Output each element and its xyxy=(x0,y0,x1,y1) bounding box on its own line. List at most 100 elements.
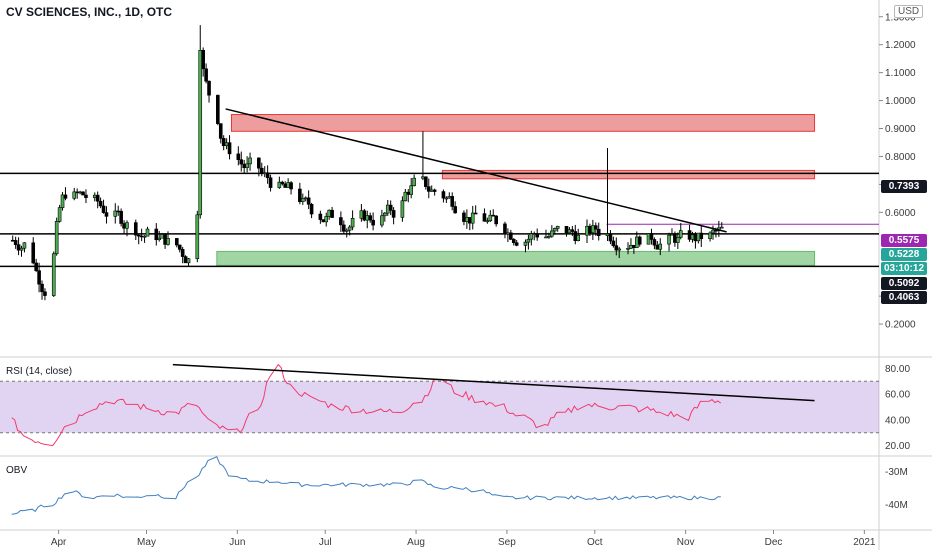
candle-body xyxy=(236,153,241,160)
candle-body xyxy=(670,233,674,236)
candle-body xyxy=(596,228,601,237)
candle-body xyxy=(22,242,27,249)
candle-body xyxy=(154,228,159,241)
candle-body xyxy=(75,191,79,194)
candle-body xyxy=(526,238,531,243)
candle-body xyxy=(523,241,528,246)
candle-body xyxy=(92,194,97,198)
candle-body xyxy=(177,244,182,250)
candle-body xyxy=(652,239,657,246)
candle-body xyxy=(488,214,493,222)
candle-body xyxy=(441,191,446,199)
candle-body xyxy=(306,197,311,205)
candle-body xyxy=(19,247,24,251)
candle-body xyxy=(95,194,100,202)
candle-body xyxy=(444,197,449,200)
time-axis-label: Jun xyxy=(229,537,245,548)
candle-body xyxy=(673,233,677,243)
candle-body xyxy=(116,210,120,213)
rsi-label: RSI (14, close) xyxy=(6,366,73,377)
candle-body xyxy=(321,219,326,223)
candle-body xyxy=(605,233,610,237)
candle-body xyxy=(57,207,62,222)
candle-body xyxy=(535,233,539,238)
candle-body xyxy=(221,138,226,147)
price-tag-last: 0.5228 xyxy=(881,248,927,261)
candle-body xyxy=(635,236,639,248)
candle-body xyxy=(473,212,478,215)
candle-body xyxy=(555,226,560,229)
candle-body xyxy=(265,172,270,179)
candle-body xyxy=(318,213,323,220)
candle-body xyxy=(693,234,698,242)
candle-body xyxy=(347,226,352,231)
candle-body xyxy=(567,229,572,234)
candle-body xyxy=(503,223,507,235)
candle-body xyxy=(462,212,466,222)
candle-body xyxy=(350,218,355,228)
candle-body xyxy=(242,163,246,169)
candle-body xyxy=(84,194,88,198)
candle-body xyxy=(514,242,519,246)
candle-body xyxy=(637,236,642,245)
candle-body xyxy=(687,230,692,240)
price-axis-label: 0.2000 xyxy=(885,320,916,331)
candle-body xyxy=(163,234,167,245)
candle-body xyxy=(368,215,372,221)
candle-body xyxy=(180,249,185,257)
candle-body xyxy=(482,213,487,222)
candle-body xyxy=(43,291,47,296)
candle-body xyxy=(564,226,569,234)
candle-body xyxy=(157,237,162,241)
candle-body xyxy=(547,235,551,238)
candle-body xyxy=(614,245,619,251)
candle-body xyxy=(186,258,191,264)
candle-body xyxy=(509,232,513,240)
price-tag-low: 0.4063 xyxy=(881,291,927,304)
candle-body xyxy=(714,229,718,232)
candle-body xyxy=(467,217,472,224)
time-axis-label: Jul xyxy=(319,537,332,548)
candle-body xyxy=(552,228,557,232)
candle-body xyxy=(388,204,393,211)
obv-line xyxy=(11,456,721,515)
candle-body xyxy=(391,210,396,218)
candle-body xyxy=(617,248,622,251)
candle-body xyxy=(81,191,85,196)
time-axis-label: Apr xyxy=(51,537,67,548)
price-axis-label: 0.8000 xyxy=(885,152,916,163)
obv-axis-label: -40M xyxy=(885,500,908,511)
candle-body xyxy=(570,229,575,232)
candle-body xyxy=(611,240,616,246)
candle-body xyxy=(262,172,267,175)
candle-body xyxy=(529,233,534,240)
rsi-axis-label: 60.00 xyxy=(885,390,910,401)
price-axis-label: 0.6000 xyxy=(885,208,916,219)
candle-body xyxy=(491,214,496,217)
candle-body xyxy=(283,183,288,188)
candle-body xyxy=(51,253,56,296)
time-axis-label: Oct xyxy=(587,537,603,548)
candle-body xyxy=(327,209,331,217)
candle-body xyxy=(122,223,126,229)
candle-body xyxy=(719,226,724,229)
candle-body xyxy=(412,177,416,187)
candle-body xyxy=(245,163,249,169)
candle-body xyxy=(403,191,408,202)
candle-body xyxy=(268,177,273,188)
candle-body xyxy=(426,186,431,192)
candle-body xyxy=(160,234,164,239)
candle-body xyxy=(380,215,384,226)
candle-body xyxy=(359,210,364,219)
candles-group xyxy=(10,25,724,301)
candle-body xyxy=(585,225,589,236)
time-axis-label: Sep xyxy=(498,537,516,548)
candle-body xyxy=(34,262,38,271)
time-axis-label: Dec xyxy=(765,537,783,548)
candle-body xyxy=(198,49,203,216)
currency-badge[interactable]: USD xyxy=(894,5,924,18)
candle-body xyxy=(667,234,671,245)
candle-body xyxy=(309,203,314,215)
candle-body xyxy=(450,196,455,207)
